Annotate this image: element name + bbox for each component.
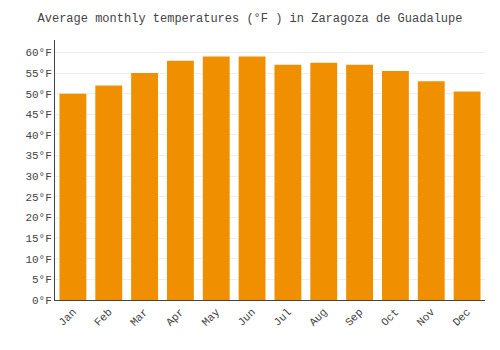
- svg-text:5°F: 5°F: [32, 274, 52, 286]
- svg-text:60°F: 60°F: [25, 47, 51, 59]
- svg-text:15°F: 15°F: [25, 233, 51, 245]
- svg-text:Apr: Apr: [164, 306, 186, 328]
- svg-text:Jul: Jul: [271, 306, 293, 328]
- svg-text:Mar: Mar: [128, 306, 150, 328]
- svg-text:Aug: Aug: [307, 306, 329, 328]
- svg-text:10°F: 10°F: [25, 254, 51, 266]
- svg-text:Average monthly temperatures (: Average monthly temperatures (°F ) in Za…: [38, 12, 463, 26]
- svg-text:Sep: Sep: [343, 306, 365, 328]
- svg-text:Oct: Oct: [379, 306, 401, 328]
- svg-text:0°F: 0°F: [32, 295, 52, 307]
- svg-text:Jan: Jan: [56, 306, 78, 328]
- svg-text:45°F: 45°F: [25, 109, 51, 121]
- svg-text:20°F: 20°F: [25, 212, 51, 224]
- svg-text:35°F: 35°F: [25, 150, 51, 162]
- svg-text:Jun: Jun: [236, 306, 258, 328]
- svg-text:50°F: 50°F: [25, 89, 51, 101]
- svg-text:Nov: Nov: [415, 306, 438, 329]
- svg-text:Dec: Dec: [451, 306, 473, 328]
- svg-text:55°F: 55°F: [25, 68, 51, 80]
- svg-text:25°F: 25°F: [25, 192, 51, 204]
- svg-text:May: May: [200, 306, 223, 329]
- svg-text:30°F: 30°F: [25, 171, 51, 183]
- svg-text:Feb: Feb: [92, 306, 114, 328]
- svg-text:40°F: 40°F: [25, 130, 51, 142]
